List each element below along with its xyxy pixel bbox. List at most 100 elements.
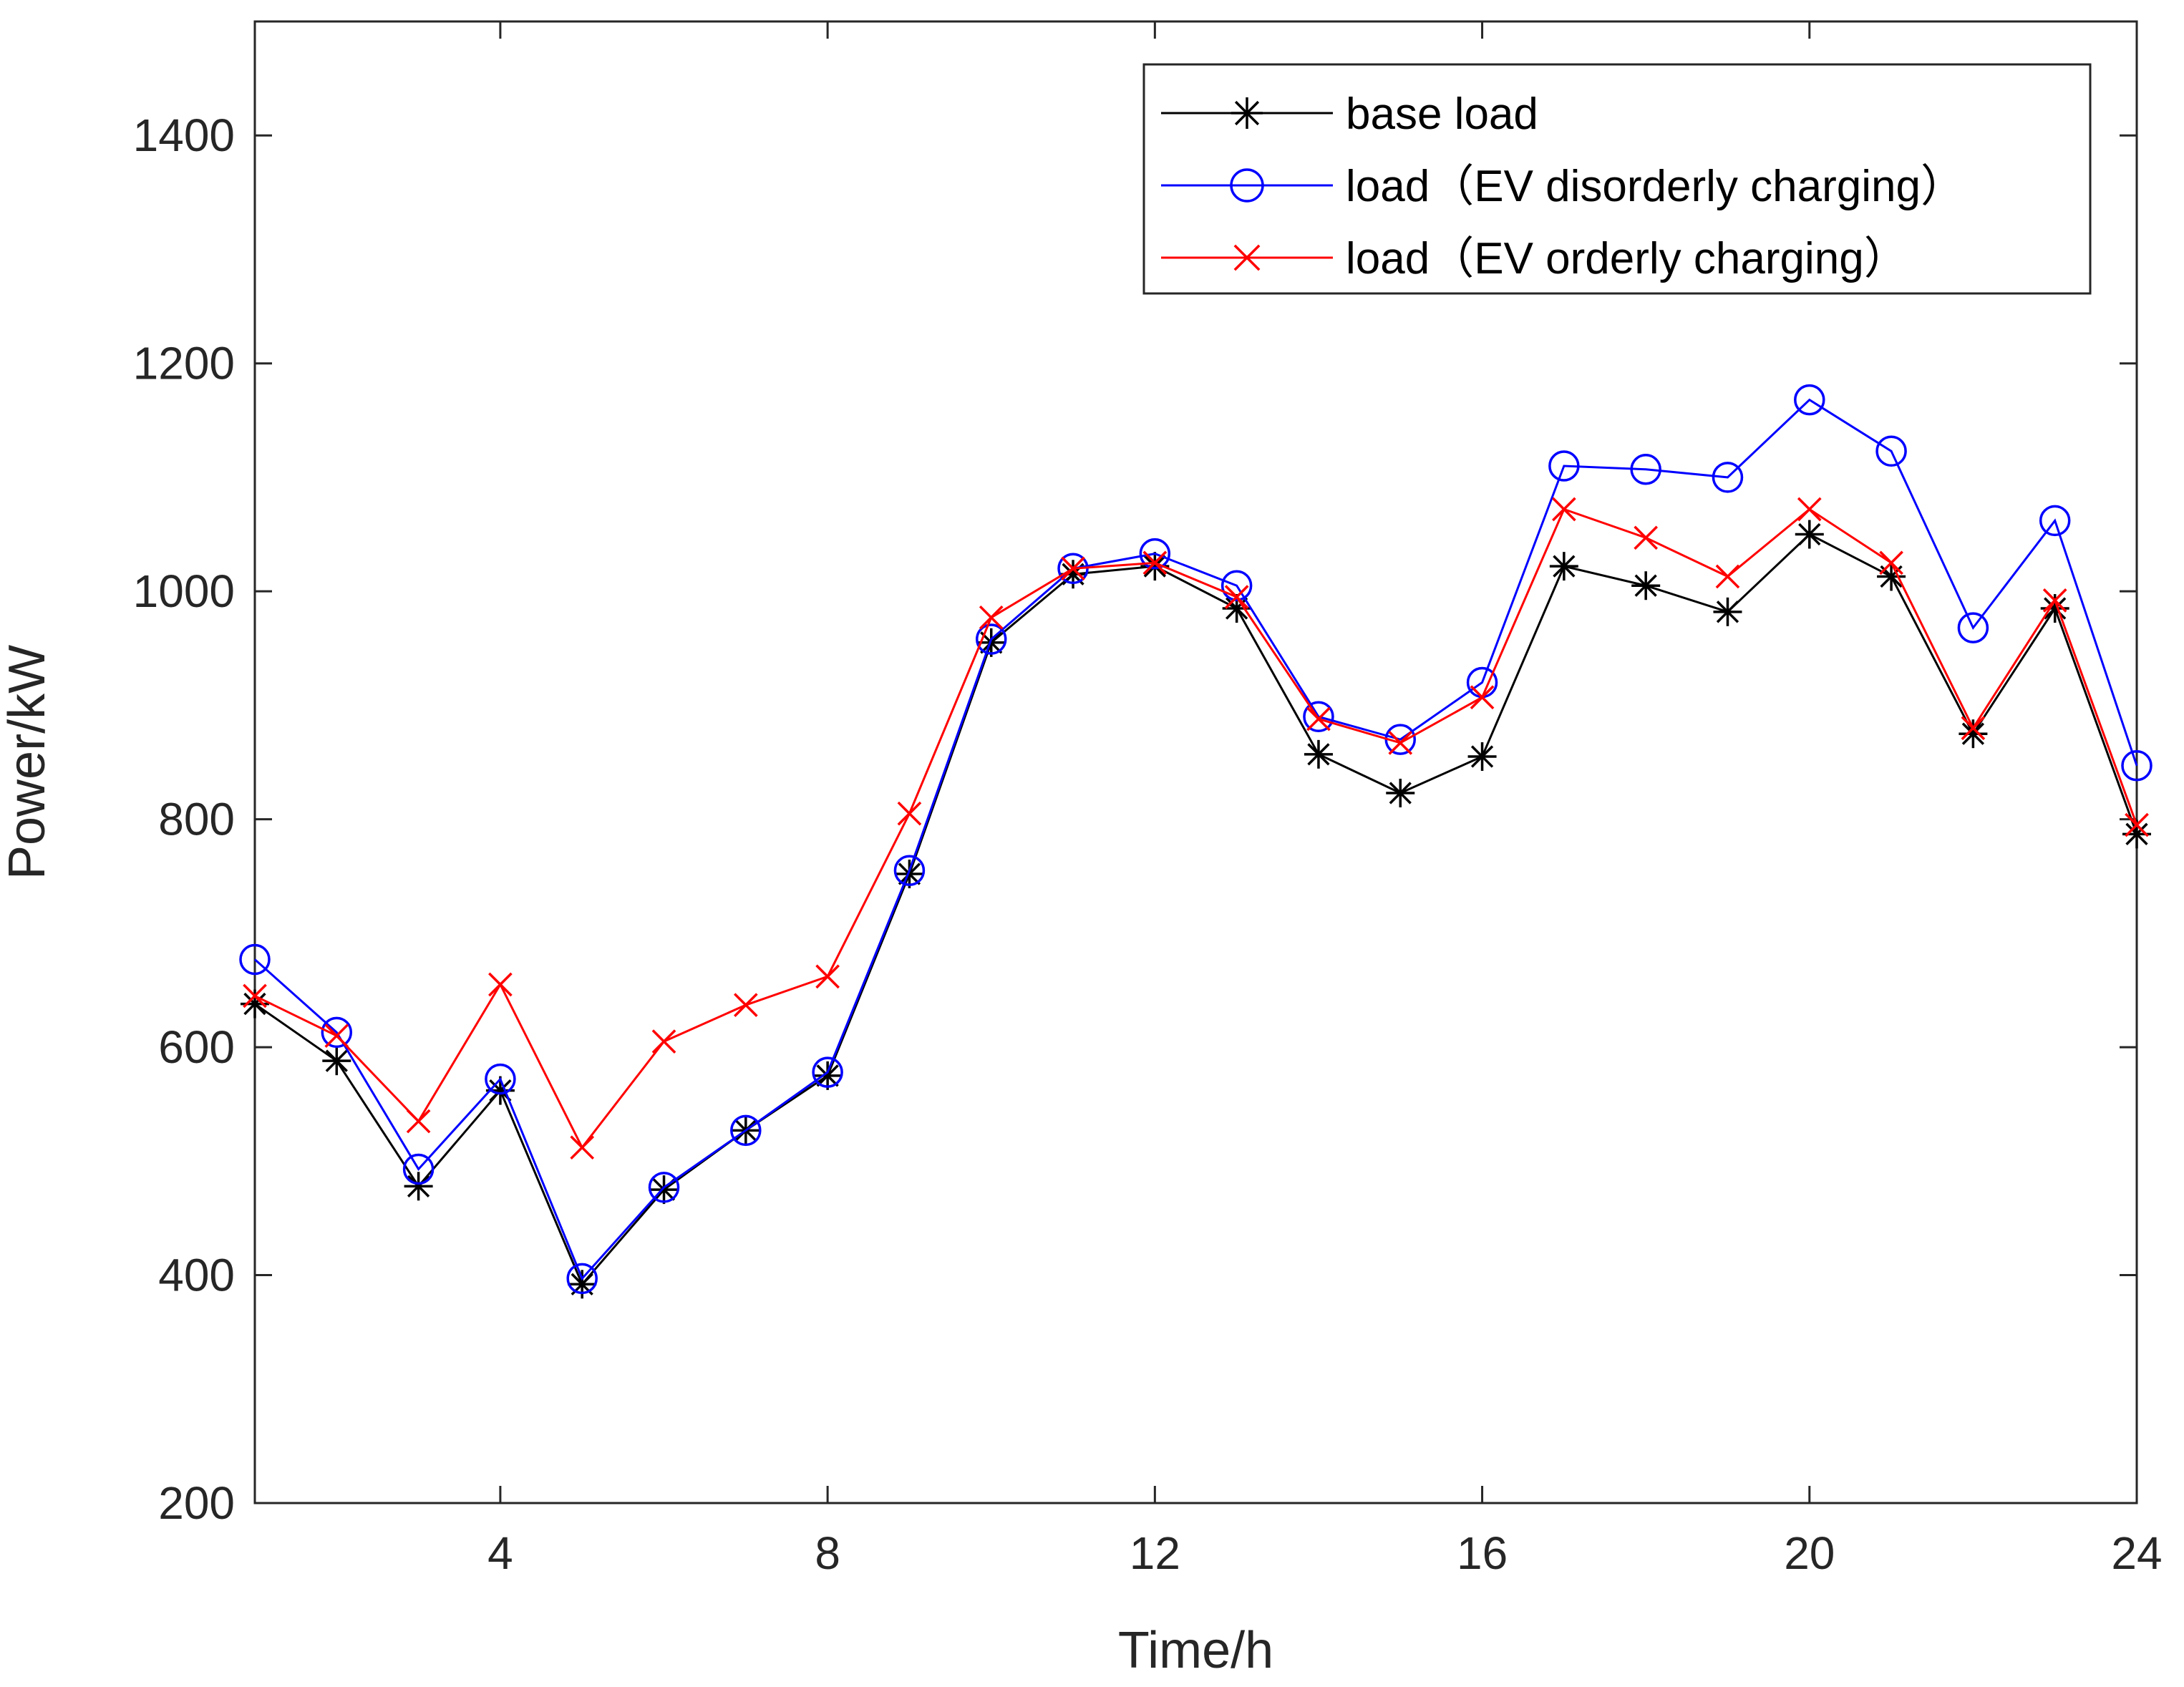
data-point — [1467, 742, 1497, 772]
asterisk-marker-stroke — [2044, 597, 2067, 620]
data-point — [1304, 739, 1333, 769]
asterisk-marker-stroke — [1716, 601, 1739, 623]
data-point — [1388, 731, 1413, 755]
data-point — [1552, 497, 1576, 522]
x-marker-stroke — [1715, 564, 1740, 589]
x-marker-stroke — [651, 1029, 676, 1054]
x-marker-stroke — [897, 801, 922, 826]
asterisk-marker-stroke — [1470, 745, 1494, 768]
data-point — [2042, 588, 2067, 613]
x-marker-stroke — [1061, 556, 1085, 581]
y-tick-label: 600 — [158, 1021, 235, 1073]
data-point — [1306, 706, 1331, 731]
data-point — [1713, 597, 1742, 626]
data-point — [895, 860, 924, 889]
data-point — [488, 972, 513, 997]
axes: 4 8 12 16 20 24 200 400 600 800 1000 1200 1400 — [133, 20, 2163, 1579]
circle-marker-shape — [1220, 570, 1253, 601]
y-tick-label: 1000 — [133, 565, 235, 617]
x-tick-label: 16 — [1457, 1527, 1508, 1579]
data-point — [404, 1172, 433, 1201]
x-marker-stroke — [1224, 585, 1249, 609]
data-point — [1061, 556, 1085, 581]
series-x — [243, 497, 2149, 1160]
data-point — [979, 605, 1004, 630]
data-point — [1877, 562, 1906, 591]
circle-marker-shape — [402, 1153, 435, 1185]
data-point — [1303, 701, 1334, 733]
x-axis-title: Time/h — [1118, 1622, 1273, 1679]
x-marker-stroke — [2125, 812, 2149, 837]
asterisk-marker-stroke — [1553, 555, 1576, 578]
data-point — [2040, 594, 2069, 623]
legend-item: load（EV disorderly charging） — [1161, 162, 1965, 211]
data-point — [239, 943, 271, 976]
x-marker-stroke — [1233, 244, 1261, 271]
circle-marker-shape — [1230, 168, 1264, 203]
asterisk-marker-stroke — [407, 1175, 430, 1197]
x-marker-stroke — [488, 972, 513, 997]
x-marker-stroke — [815, 964, 840, 989]
data-point — [1875, 435, 1907, 467]
data-point — [321, 1016, 353, 1049]
legend-item: base load — [1161, 89, 1538, 139]
data-point — [1957, 612, 1989, 643]
asterisk-marker-stroke — [898, 862, 921, 885]
x-tick-label: 12 — [1130, 1527, 1180, 1579]
data-point — [485, 1063, 516, 1095]
data-point — [651, 1029, 676, 1054]
data-point — [324, 1024, 349, 1048]
x-marker-stroke — [1552, 497, 1576, 522]
x-marker-stroke — [406, 1109, 431, 1134]
x-marker-stroke — [2042, 588, 2067, 613]
y-tick-label: 1400 — [133, 110, 235, 161]
series-circle — [239, 384, 2153, 1295]
data-point — [568, 1270, 597, 1299]
circle-marker-shape — [1303, 701, 1334, 733]
data-point — [1795, 520, 1824, 549]
data-point — [322, 1046, 351, 1076]
x-marker-stroke — [1634, 525, 1659, 550]
data-point — [730, 1114, 762, 1147]
x-marker-stroke — [1879, 550, 1903, 575]
data-point — [1548, 450, 1580, 482]
data-point — [1631, 571, 1661, 601]
asterisk-marker-stroke — [489, 1079, 512, 1102]
data-point — [1142, 550, 1168, 575]
x-marker-stroke — [1388, 731, 1413, 755]
circle-marker-shape — [812, 1056, 843, 1088]
data-point — [733, 993, 758, 1017]
asterisk-marker-stroke — [1307, 743, 1330, 766]
data-point — [1712, 462, 1744, 493]
circle-marker-shape — [2121, 750, 2153, 782]
data-point — [241, 989, 269, 1018]
x-marker-stroke — [1470, 685, 1495, 710]
series-line — [254, 398, 2138, 1281]
data-point — [975, 623, 1007, 655]
data-point — [243, 983, 267, 1008]
data-point — [813, 1061, 843, 1090]
data-point — [566, 1263, 598, 1295]
data-point — [1879, 550, 1903, 575]
asterisk-marker-stroke — [1389, 782, 1412, 804]
circle-marker-shape — [485, 1063, 516, 1095]
data-point — [2039, 505, 2071, 537]
data-point — [893, 855, 926, 887]
plot-frame — [253, 20, 2138, 1504]
y-tick-label: 800 — [158, 794, 235, 845]
series-group — [239, 384, 2153, 1299]
x-tick-label: 24 — [2111, 1527, 2162, 1579]
data-point — [1794, 384, 1825, 416]
data-point — [815, 964, 840, 989]
x-marker-stroke — [979, 605, 1004, 630]
asterisk-marker-stroke — [980, 631, 1003, 654]
series-line — [254, 533, 2138, 1287]
data-point — [570, 1135, 595, 1160]
legend-marker — [1233, 244, 1261, 271]
series-line — [254, 507, 2138, 1150]
asterisk-marker-stroke — [1798, 522, 1821, 546]
circle-marker-shape — [1957, 612, 1989, 643]
x-tick-label: 4 — [487, 1527, 513, 1579]
circle-marker-shape — [239, 943, 271, 976]
data-point — [402, 1153, 435, 1185]
